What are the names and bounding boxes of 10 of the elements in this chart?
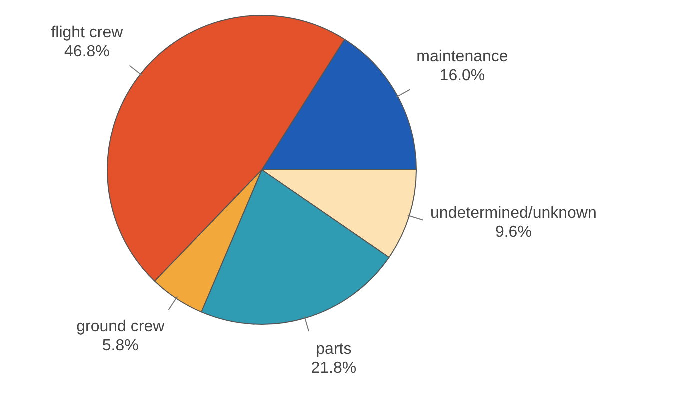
data-label: 5.8% xyxy=(102,338,139,355)
slice-label: flight crew xyxy=(51,24,124,42)
data-label: 21.8% xyxy=(311,360,357,377)
slice-label: ground crew xyxy=(76,318,166,336)
data-label: 16.0% xyxy=(440,67,486,84)
slice-label: parts xyxy=(316,340,352,358)
data-label: 9.6% xyxy=(495,224,532,241)
slice-label: undetermined/unknown xyxy=(430,204,597,222)
data-label: 46.8% xyxy=(64,43,110,60)
slice-label: maintenance xyxy=(416,48,508,66)
